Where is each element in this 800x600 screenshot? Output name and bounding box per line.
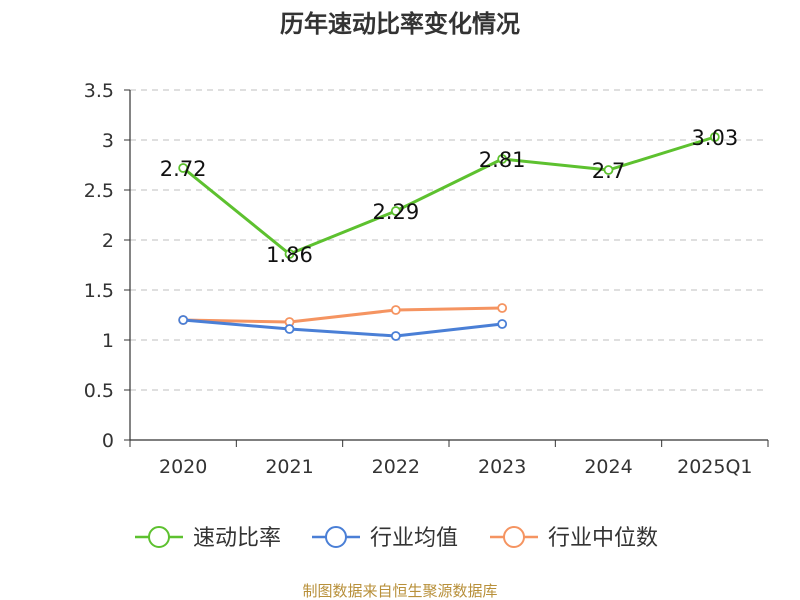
data-point[interactable] [178,163,189,173]
data-label: 2.72 [160,157,207,181]
legend[interactable]: 速动比率 行业均值 行业中位数 [135,526,658,551]
x-tick-label: 2024 [584,456,632,478]
axes: 0 0.5 1 1.5 2 2.5 3 3.5 2020 2021 2022 2023 2024 2025… [84,80,769,478]
data-label: 3.03 [691,126,738,150]
legend-label: 行业中位数 [548,526,658,551]
data-label: 1.86 [266,243,313,267]
y-tick-label: 1.5 [84,280,114,302]
legend-marker-icon [148,526,170,548]
data-labels: 2.72 1.86 2.29 2.81 2.7 3.03 [160,126,738,267]
chart-title: 历年速动比率变化情况 [280,10,520,38]
data-point[interactable] [497,319,508,329]
legend-marker-icon [503,526,525,548]
x-tick-label: 2023 [478,456,526,478]
legend-item-速动比率[interactable]: 速动比率 [135,526,281,551]
y-tick-label: 2.5 [84,180,114,202]
legend-label: 速动比率 [193,526,281,551]
data-point[interactable] [390,206,401,216]
data-point[interactable] [497,303,508,313]
x-tick-label: 2021 [265,456,313,478]
series-line-速动比率 [182,135,716,256]
data-point[interactable] [603,165,614,175]
legend-item-行业中位数[interactable]: 行业中位数 [490,526,658,551]
data-label: 2.7 [592,159,625,183]
data-point[interactable] [390,331,401,341]
legend-label: 行业均值 [370,526,458,551]
x-tick-label: 2022 [372,456,420,478]
y-tick-label: 0 [102,430,114,452]
y-tick-label: 1 [102,330,114,352]
series-line-行业均值 [183,318,503,338]
data-point[interactable] [284,249,295,259]
source-note: 制图数据来自恒生聚源数据库 [302,582,497,600]
series-group [178,132,720,341]
y-tick-label: 0.5 [84,380,114,402]
data-point[interactable] [709,132,720,142]
legend-marker-icon [325,526,347,548]
data-label: 2.81 [479,148,526,172]
legend-item-行业均值[interactable]: 行业均值 [312,526,458,551]
data-point[interactable] [284,324,295,334]
y-tick-label: 3.5 [84,80,114,102]
y-tick-label: 2 [102,230,114,252]
series-line-行业中位数 [183,306,503,324]
y-tick-label: 3 [102,130,114,152]
data-point[interactable] [497,154,508,164]
x-tick-label: 2020 [159,456,207,478]
grid-lines [130,89,768,391]
data-point[interactable] [390,305,401,315]
x-tick-label: 2025Q1 [677,456,752,478]
data-point[interactable] [178,315,189,325]
data-label: 2.29 [372,200,419,224]
